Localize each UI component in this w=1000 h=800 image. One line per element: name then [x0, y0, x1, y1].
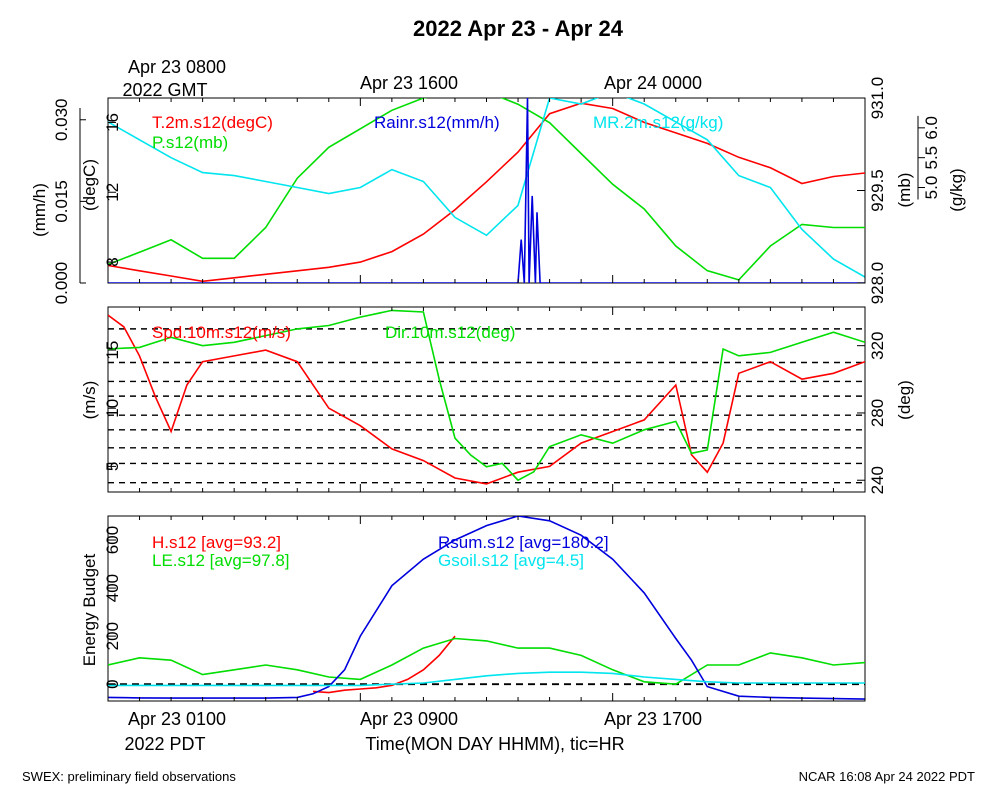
panel-middle — [107, 306, 866, 493]
series-line — [108, 516, 865, 700]
y-axis-label-spd: (m/s) — [80, 381, 99, 420]
y-tick-label-pres: 929.5 — [868, 169, 887, 212]
y-tick-label-energy: 0 — [103, 679, 122, 688]
bottom-axis-sublabel: 2022 PDT — [124, 734, 205, 754]
legend-temp: T.2m.s12(degC) — [152, 113, 273, 132]
legend-rsum: Rsum.s12 [avg=180.2] — [438, 533, 609, 552]
chart-title: 2022 Apr 23 - Apr 24 — [413, 16, 624, 41]
bottom-axis-label-2: Apr 23 0900 — [360, 709, 458, 729]
y-tick-label-mr: 6.0 — [922, 116, 941, 140]
y-tick-label-temp: 12 — [103, 183, 122, 202]
legend-gsoil: Gsoil.s12 [avg=4.5] — [438, 551, 584, 570]
series-line — [312, 635, 456, 694]
y-tick-label-dir: 320 — [868, 331, 887, 359]
legend-rain: Rainr.s12(mm/h) — [374, 113, 500, 132]
y-tick-label-dir: 240 — [868, 466, 887, 494]
series-line — [108, 637, 865, 686]
y-tick-label-mr: 5.5 — [922, 146, 941, 170]
top-axis-label-1: Apr 23 0800 — [128, 57, 226, 77]
y-tick-label-energy: 400 — [103, 574, 122, 602]
legend-pres: P.s12(mb) — [152, 133, 228, 152]
y-tick-label-rain: 0.015 — [52, 180, 71, 223]
y-tick-label-pres: 931.0 — [868, 77, 887, 120]
y-tick-label-rain: 0.000 — [52, 262, 71, 305]
footer-left: SWEX: preliminary field observations — [22, 769, 236, 784]
y-tick-label-rain: 0.030 — [52, 98, 71, 141]
series-line — [108, 671, 865, 687]
series-line — [108, 98, 865, 278]
footer-right: NCAR 16:08 Apr 24 2022 PDT — [799, 769, 975, 784]
legend-le: LE.s12 [avg=97.8] — [152, 551, 290, 570]
legend-dir: Dir.10m.s12(deg) — [385, 323, 515, 342]
y-axis-label-pres: (mb) — [895, 173, 914, 208]
bottom-axis-label-3: Apr 23 1700 — [604, 709, 702, 729]
legend-spd: Spd.10m.s12(m/s) — [152, 323, 291, 342]
y-axis-label-mr: (g/kg) — [947, 168, 966, 211]
series-line — [108, 314, 865, 485]
series-line — [108, 102, 865, 283]
y-tick-label-mr: 5.0 — [922, 176, 941, 200]
series-line — [108, 309, 865, 482]
bottom-axis-label-1: Apr 23 0100 — [128, 709, 226, 729]
y-tick-label-pres: 928.0 — [868, 262, 887, 305]
top-axis-label-3: Apr 24 0000 — [604, 73, 702, 93]
y-tick-label-temp: 16 — [103, 113, 122, 132]
y-tick-label-spd: 10 — [103, 399, 122, 418]
top-axis-label-2: Apr 23 1600 — [360, 73, 458, 93]
y-axis-label-rain: (mm/h) — [30, 183, 49, 237]
series-line — [108, 98, 865, 283]
y-tick-label-temp: 8 — [103, 257, 122, 266]
y-tick-label-energy: 200 — [103, 622, 122, 650]
y-axis-label-dir: (deg) — [895, 380, 914, 420]
y-axis-label-temp: (degC) — [80, 159, 99, 211]
y-tick-label-spd: 15 — [103, 341, 122, 360]
top-axis-sublabel: 2022 GMT — [122, 80, 207, 100]
y-tick-label-spd: 5 — [103, 462, 122, 471]
legend-mr: MR.2m.s12(g/kg) — [593, 113, 723, 132]
legend-h: H.s12 [avg=93.2] — [152, 533, 281, 552]
y-tick-label-energy: 600 — [103, 526, 122, 554]
y-tick-label-dir: 280 — [868, 399, 887, 427]
y-axis-label-energy: Energy Budget — [80, 553, 99, 666]
x-axis-title: Time(MON DAY HHMM), tic=HR — [365, 734, 624, 754]
